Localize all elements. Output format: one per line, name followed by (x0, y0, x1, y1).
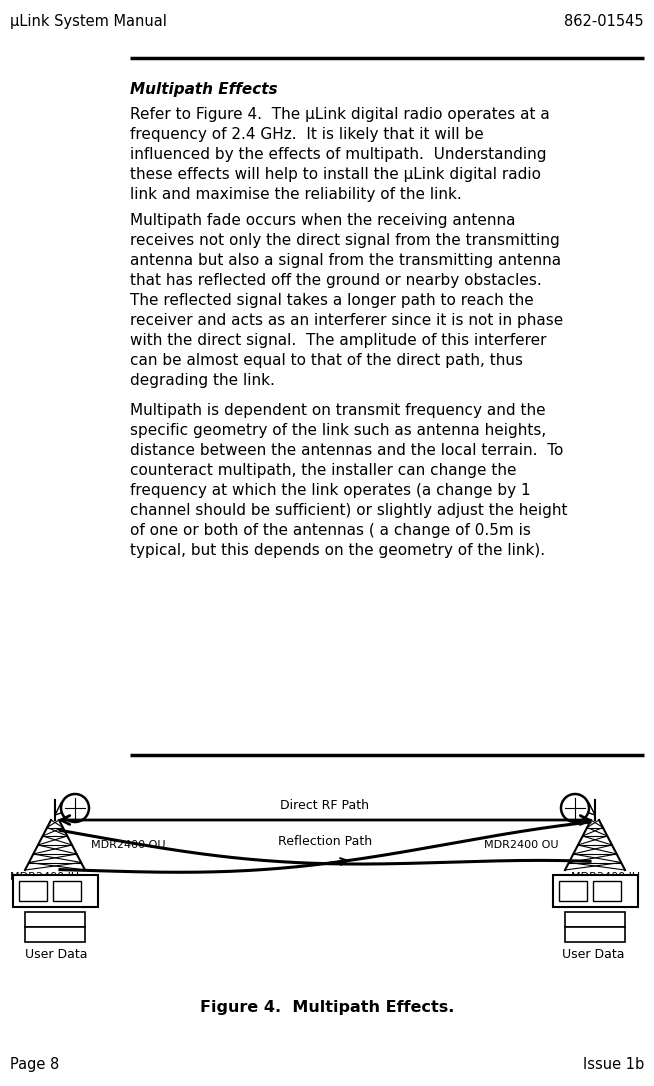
Text: with the direct signal.  The amplitude of this interferer: with the direct signal. The amplitude of… (130, 333, 547, 348)
Bar (19, 881, 47, 901)
Text: Direct RF Path: Direct RF Path (281, 799, 370, 812)
Bar (53, 881, 81, 901)
Text: frequency of 2.4 GHz.  It is likely that it will be: frequency of 2.4 GHz. It is likely that … (130, 127, 484, 142)
Text: influenced by the effects of multipath.  Understanding: influenced by the effects of multipath. … (130, 147, 547, 162)
Text: Multipath Effects: Multipath Effects (130, 83, 278, 97)
Text: MDR2400 OU: MDR2400 OU (485, 839, 559, 850)
Text: MDR2400 IU: MDR2400 IU (571, 872, 640, 882)
Text: Multipath fade occurs when the receiving antenna: Multipath fade occurs when the receiving… (130, 213, 515, 228)
Text: Figure 4.  Multipath Effects.: Figure 4. Multipath Effects. (200, 1000, 454, 1015)
Text: Reflection Path: Reflection Path (278, 835, 372, 848)
Text: frequency at which the link operates (a change by 1: frequency at which the link operates (a … (130, 483, 530, 498)
Text: MDR2400 OU: MDR2400 OU (91, 839, 165, 850)
Text: Page 8: Page 8 (10, 1057, 60, 1072)
Bar (25, 912, 85, 927)
Text: User Data: User Data (25, 948, 88, 961)
Text: User Data: User Data (562, 948, 625, 961)
Bar (565, 912, 625, 927)
Text: degrading the link.: degrading the link. (130, 372, 275, 388)
Text: antenna but also a signal from the transmitting antenna: antenna but also a signal from the trans… (130, 253, 561, 268)
Bar (593, 881, 621, 901)
Text: μLink System Manual: μLink System Manual (10, 14, 167, 29)
Bar (565, 927, 625, 942)
Text: 862-01545: 862-01545 (564, 14, 644, 29)
Text: The reflected signal takes a longer path to reach the: The reflected signal takes a longer path… (130, 293, 534, 308)
Text: counteract multipath, the installer can change the: counteract multipath, the installer can … (130, 463, 517, 478)
Bar (25, 927, 85, 942)
Text: can be almost equal to that of the direct path, thus: can be almost equal to that of the direc… (130, 353, 523, 368)
Text: that has reflected off the ground or nearby obstacles.: that has reflected off the ground or nea… (130, 273, 542, 288)
Text: MDR2400 IU: MDR2400 IU (10, 872, 79, 882)
Text: receives not only the direct signal from the transmitting: receives not only the direct signal from… (130, 233, 560, 248)
Text: Multipath is dependent on transmit frequency and the: Multipath is dependent on transmit frequ… (130, 403, 545, 418)
Text: of one or both of the antennas ( a change of 0.5m is: of one or both of the antennas ( a chang… (130, 523, 531, 538)
Text: these effects will help to install the μLink digital radio: these effects will help to install the μ… (130, 167, 541, 182)
Text: link and maximise the reliability of the link.: link and maximise the reliability of the… (130, 187, 462, 202)
Text: channel should be sufficient) or slightly adjust the height: channel should be sufficient) or slightl… (130, 503, 568, 518)
Text: Issue 1b: Issue 1b (583, 1057, 644, 1072)
Text: Refer to Figure 4.  The μLink digital radio operates at a: Refer to Figure 4. The μLink digital rad… (130, 108, 550, 122)
Bar (559, 881, 587, 901)
Text: typical, but this depends on the geometry of the link).: typical, but this depends on the geometr… (130, 543, 545, 558)
Text: receiver and acts as an interferer since it is not in phase: receiver and acts as an interferer since… (130, 313, 563, 328)
Bar (553, 875, 638, 907)
Bar (13, 875, 98, 907)
Text: distance between the antennas and the local terrain.  To: distance between the antennas and the lo… (130, 443, 563, 458)
Text: specific geometry of the link such as antenna heights,: specific geometry of the link such as an… (130, 424, 546, 438)
